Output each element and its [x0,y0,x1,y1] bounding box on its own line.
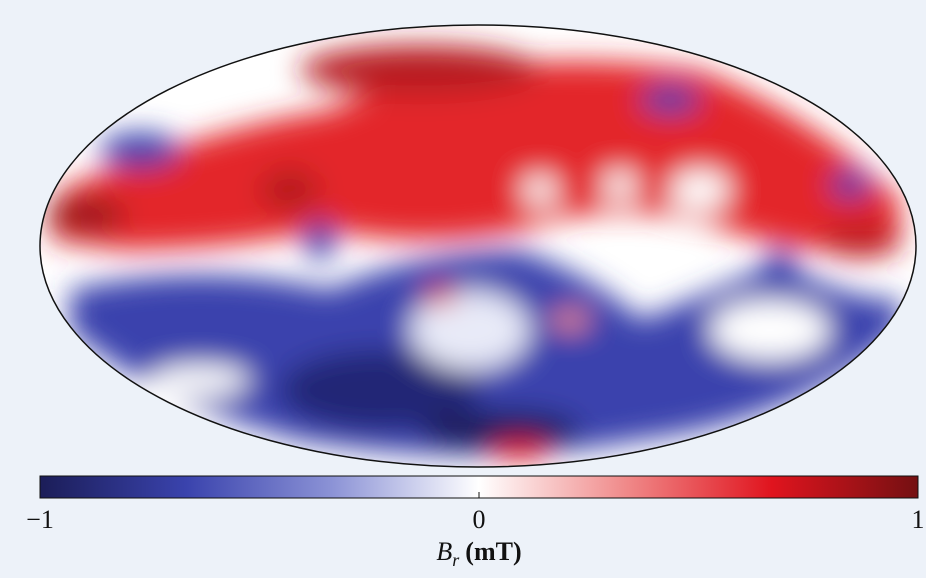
label-symbol: B [436,537,452,566]
field-map [40,25,916,467]
label-subscript: r [452,550,460,570]
label-unit: (mT) [465,537,521,566]
map-outline [39,24,917,468]
colorbar-tick-label: 1 [912,505,925,534]
colorbar-tick-label: −1 [26,505,54,534]
colorbar-tick-label: 0 [473,505,486,534]
colorbar-label: Br (mT) [436,537,521,570]
